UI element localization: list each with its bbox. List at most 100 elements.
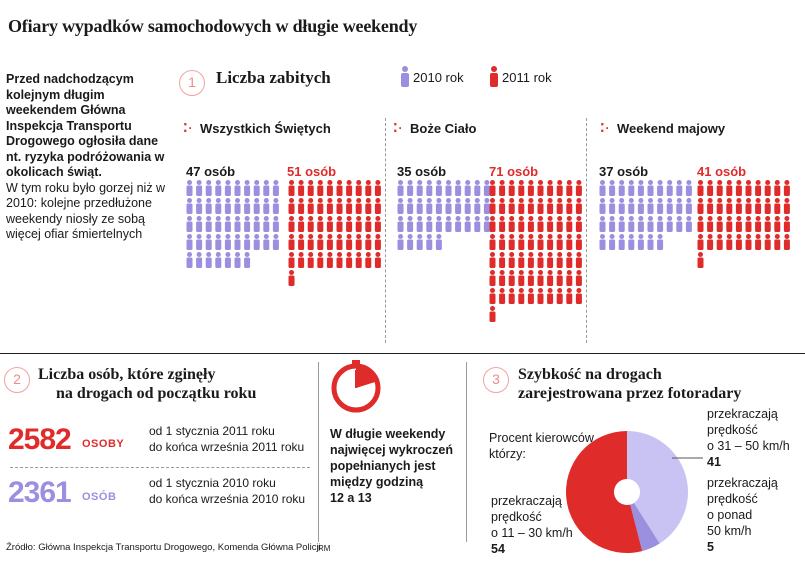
person-icon: [317, 180, 324, 196]
person-icon: [716, 180, 723, 196]
count-label-2010-majowy: 37 osób: [599, 164, 649, 179]
person-icon: [234, 216, 241, 232]
bullet-icon: ⁚·: [183, 121, 194, 135]
person-icon: [355, 198, 362, 214]
person-icon: [445, 180, 452, 196]
clock-text-line5: 12 a 13: [330, 491, 372, 505]
person-icon: [272, 216, 279, 232]
person-icon: [435, 216, 442, 232]
person-icon: [234, 234, 241, 250]
person-icon: [474, 216, 481, 232]
person-icon: [464, 216, 471, 232]
person-icon: [609, 216, 616, 232]
person-icon: [455, 216, 462, 232]
person-icon: [374, 180, 381, 196]
person-icon: [205, 198, 212, 214]
person-icon: [499, 198, 506, 214]
deaths-2011-value: 2582: [8, 423, 72, 456]
person-icon: [547, 252, 554, 268]
section-separator: [466, 362, 467, 542]
pie-label-b-line2: prędkość: [707, 492, 758, 506]
person-icon: [556, 180, 563, 196]
person-icon: [537, 180, 544, 196]
person-icon: [326, 234, 333, 250]
person-icon: [556, 216, 563, 232]
person-icon: [365, 234, 372, 250]
person-icon: [783, 180, 790, 196]
person-icon: [575, 180, 582, 196]
person-icon: [508, 288, 515, 304]
person-icon: [215, 216, 222, 232]
holiday-label-1: Wszystkich Świętych: [200, 121, 331, 136]
person-icon: [599, 216, 606, 232]
person-icon: [445, 198, 452, 214]
person-icon: [657, 198, 664, 214]
person-icon: [326, 252, 333, 268]
person-icon: [599, 198, 606, 214]
person-icon: [288, 252, 295, 268]
person-icon: [774, 216, 781, 232]
person-icon: [416, 216, 423, 232]
intro-normal: W tym roku było gorzej niż w 2010: kolej…: [6, 180, 166, 242]
person-icon: [365, 252, 372, 268]
person-icon: [346, 180, 353, 196]
clock-text-line4: między godziną: [330, 475, 424, 489]
person-icon: [666, 216, 673, 232]
person-icon: [755, 180, 762, 196]
person-icon: [416, 180, 423, 196]
person-icon: [697, 198, 704, 214]
person-icon: [618, 198, 625, 214]
person-icon: [196, 252, 203, 268]
person-icon: [755, 234, 762, 250]
person-icon: [186, 198, 193, 214]
person-icon: [307, 216, 314, 232]
person-icon: [676, 198, 683, 214]
person-icon: [609, 180, 616, 196]
person-icon: [575, 270, 582, 286]
person-icon: [483, 198, 490, 214]
person-icon: [244, 180, 251, 196]
person-icon: [205, 252, 212, 268]
person-icon: [783, 198, 790, 214]
person-icon: [556, 252, 563, 268]
person-icon: [407, 234, 414, 250]
person-icon: [575, 252, 582, 268]
person-icon: [244, 252, 251, 268]
person-icon: [707, 198, 714, 214]
person-icon: [374, 216, 381, 232]
person-icon: [244, 234, 251, 250]
person-icon: [298, 180, 305, 196]
person-icon: [657, 234, 664, 250]
person-icon: [186, 234, 193, 250]
person-icon: [416, 234, 423, 250]
person-icon: [407, 180, 414, 196]
person-icon: [637, 234, 644, 250]
person-icon: [263, 234, 270, 250]
person-icon: [234, 180, 241, 196]
person-icon: [527, 234, 534, 250]
person-icon: [637, 180, 644, 196]
person-icon: [547, 216, 554, 232]
person-icon: [499, 288, 506, 304]
person-icon: [336, 180, 343, 196]
pie-chart: [566, 431, 703, 553]
clock-text-line3: popełnianych jest: [330, 459, 436, 473]
person-icon: [566, 234, 573, 250]
person-icon: [556, 288, 563, 304]
person-icon: [755, 216, 762, 232]
pictograph-chart: [186, 180, 790, 322]
pie-subtitle-line1: Procent kierowców,: [489, 431, 597, 445]
section-2-number: 2: [4, 367, 30, 393]
person-icon: [298, 234, 305, 250]
person-icon: [288, 198, 295, 214]
person-icon: [397, 180, 404, 196]
person-icon: [508, 252, 515, 268]
person-icon: [783, 234, 790, 250]
person-icon: [657, 180, 664, 196]
person-icon: [474, 198, 481, 214]
deaths-2011-range-line2: do końca września 2011 roku: [149, 440, 305, 454]
person-icon: [346, 252, 353, 268]
person-icon: [774, 198, 781, 214]
person-icon: [416, 198, 423, 214]
section-3-number: 3: [483, 367, 509, 393]
